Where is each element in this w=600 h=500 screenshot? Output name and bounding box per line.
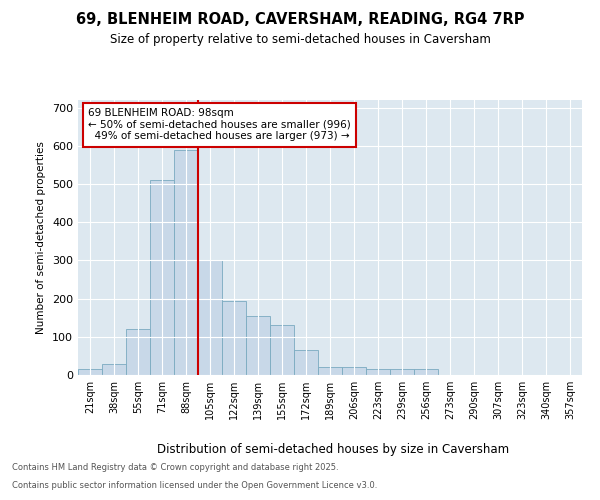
Bar [126, 329, 150, 375]
Bar [342, 368, 366, 375]
Bar [150, 180, 174, 375]
Bar [318, 368, 342, 375]
Bar [294, 350, 318, 375]
Text: Size of property relative to semi-detached houses in Caversham: Size of property relative to semi-detach… [110, 32, 490, 46]
Bar [414, 370, 438, 375]
Bar [366, 370, 390, 375]
Bar [174, 150, 198, 375]
Bar [78, 370, 102, 375]
Bar [270, 326, 294, 375]
Text: Contains HM Land Registry data © Crown copyright and database right 2025.: Contains HM Land Registry data © Crown c… [12, 464, 338, 472]
Y-axis label: Number of semi-detached properties: Number of semi-detached properties [37, 141, 46, 334]
Text: Contains public sector information licensed under the Open Government Licence v3: Contains public sector information licen… [12, 481, 377, 490]
Bar [198, 260, 222, 375]
Text: Distribution of semi-detached houses by size in Caversham: Distribution of semi-detached houses by … [157, 442, 509, 456]
Bar [222, 300, 246, 375]
Bar [390, 370, 414, 375]
Bar [102, 364, 126, 375]
Text: 69 BLENHEIM ROAD: 98sqm
← 50% of semi-detached houses are smaller (996)
  49% of: 69 BLENHEIM ROAD: 98sqm ← 50% of semi-de… [88, 108, 351, 142]
Bar [246, 316, 270, 375]
Text: 69, BLENHEIM ROAD, CAVERSHAM, READING, RG4 7RP: 69, BLENHEIM ROAD, CAVERSHAM, READING, R… [76, 12, 524, 28]
